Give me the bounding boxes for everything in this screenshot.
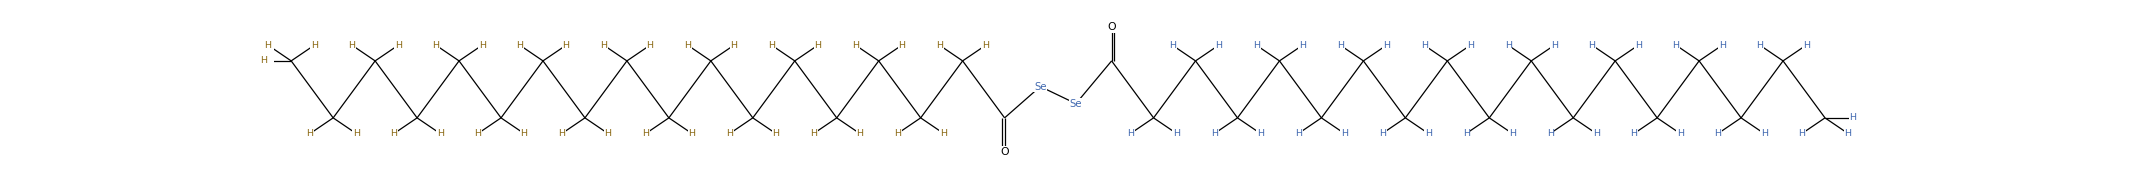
Text: H: H: [1336, 41, 1344, 50]
Text: H: H: [1846, 129, 1852, 138]
Text: H: H: [940, 129, 946, 138]
Text: H: H: [1127, 129, 1134, 138]
Text: H: H: [1757, 41, 1764, 50]
Text: H: H: [353, 129, 359, 138]
Text: H: H: [1252, 41, 1260, 50]
Text: H: H: [604, 129, 611, 138]
Text: H: H: [437, 129, 443, 138]
Text: H: H: [265, 41, 271, 50]
Text: H: H: [1256, 129, 1265, 138]
Text: H: H: [1463, 129, 1469, 138]
Text: H: H: [432, 41, 439, 50]
Text: H: H: [1551, 41, 1557, 50]
Text: H: H: [1379, 129, 1385, 138]
Text: H: H: [1508, 129, 1516, 138]
Text: H: H: [852, 41, 858, 50]
Text: H: H: [1172, 129, 1181, 138]
Text: H: H: [772, 129, 779, 138]
Text: H: H: [1673, 41, 1680, 50]
Text: H: H: [899, 41, 906, 50]
Text: H: H: [684, 41, 690, 50]
Text: H: H: [564, 41, 570, 50]
Text: H: H: [1168, 41, 1177, 50]
Text: H: H: [308, 129, 314, 138]
Text: H: H: [600, 41, 607, 50]
Text: H: H: [348, 41, 355, 50]
Text: H: H: [1295, 129, 1301, 138]
Text: H: H: [1590, 41, 1596, 50]
Text: H: H: [1340, 129, 1349, 138]
Text: H: H: [1383, 41, 1390, 50]
Text: H: H: [895, 129, 901, 138]
Text: H: H: [647, 41, 654, 50]
Text: O: O: [1108, 22, 1116, 32]
Text: H: H: [1714, 129, 1721, 138]
Text: H: H: [983, 41, 989, 50]
Text: H: H: [475, 129, 482, 138]
Text: H: H: [394, 41, 402, 50]
Text: Se: Se: [1035, 82, 1048, 92]
Text: H: H: [1422, 41, 1428, 50]
Text: H: H: [768, 41, 774, 50]
Text: H: H: [1467, 41, 1473, 50]
Text: H: H: [480, 41, 486, 50]
Text: H: H: [856, 129, 863, 138]
Text: H: H: [1506, 41, 1512, 50]
Text: H: H: [1424, 129, 1433, 138]
Text: H: H: [521, 129, 527, 138]
Text: Se: Se: [1069, 99, 1082, 109]
Text: H: H: [936, 41, 942, 50]
Text: H: H: [1762, 129, 1768, 138]
Text: H: H: [731, 41, 738, 50]
Text: H: H: [1592, 129, 1600, 138]
Text: H: H: [815, 41, 822, 50]
Text: H: H: [391, 129, 398, 138]
Text: H: H: [643, 129, 650, 138]
Text: H: H: [1798, 129, 1805, 138]
Text: H: H: [559, 129, 566, 138]
Text: H: H: [688, 129, 695, 138]
Text: H: H: [1547, 129, 1553, 138]
Text: H: H: [516, 41, 523, 50]
Text: H: H: [811, 129, 817, 138]
Text: H: H: [310, 41, 318, 50]
Text: H: H: [727, 129, 733, 138]
Text: H: H: [1635, 41, 1641, 50]
Text: H: H: [1803, 41, 1809, 50]
Text: H: H: [1630, 129, 1637, 138]
Text: H: H: [1299, 41, 1306, 50]
Text: H: H: [1678, 129, 1684, 138]
Text: H: H: [1215, 41, 1222, 50]
Text: H: H: [1211, 129, 1217, 138]
Text: H: H: [1850, 113, 1856, 122]
Text: H: H: [1719, 41, 1725, 50]
Text: H: H: [260, 56, 267, 65]
Text: O: O: [1000, 147, 1009, 157]
